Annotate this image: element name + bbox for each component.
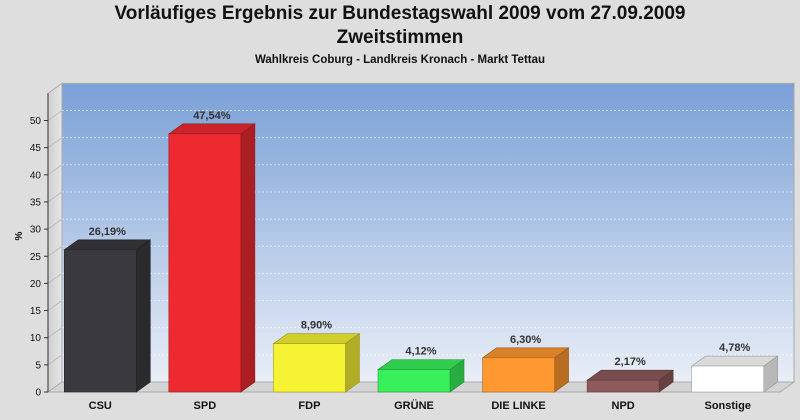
gridline-side <box>47 218 63 230</box>
chart-title-line2: Zweitstimmen <box>336 27 464 48</box>
y-axis: 0 5 10 15 20 25 30 35 40 45 50 <box>30 93 49 399</box>
x-tick-label: DIE LINKE <box>491 400 545 412</box>
gridline-side <box>47 300 63 311</box>
y-tick-label: 50 <box>30 116 42 127</box>
bar-front <box>482 357 555 393</box>
gridline-side <box>47 137 63 149</box>
plot-side-wall <box>47 82 63 393</box>
gridline-side <box>47 327 63 339</box>
x-tick-label: SPD <box>194 400 217 412</box>
y-tick-label: 45 <box>30 143 42 154</box>
bar-top <box>481 347 570 359</box>
x-axis: CSU SPD FDP GRÜNE DIE LINKE NPD Sonstige <box>89 399 751 412</box>
bar-front <box>586 379 660 393</box>
x-tick-label: NPD <box>612 400 635 412</box>
y-tick-label: 35 <box>30 197 42 208</box>
bar-side <box>240 123 256 393</box>
y-tick-label: 0 <box>35 388 41 399</box>
y-tick-label: 10 <box>30 333 42 344</box>
x-tick-label: FDP <box>298 400 320 412</box>
bar-spd <box>167 123 256 393</box>
gridline-side <box>47 272 63 284</box>
x-tick-label: Sonstige <box>704 400 750 412</box>
data-label: 4,12% <box>405 346 436 358</box>
data-label: 8,90% <box>301 320 332 332</box>
gridline-side <box>47 164 63 176</box>
data-label: 4,78% <box>719 342 750 354</box>
gridline-side <box>47 354 63 366</box>
y-tick-label: 30 <box>30 225 42 236</box>
bar-csu <box>63 239 152 393</box>
bar-top <box>377 359 465 370</box>
bar-top <box>272 333 361 344</box>
bar-front <box>691 365 765 393</box>
bar-top <box>63 239 152 251</box>
gridline-side <box>47 110 63 121</box>
y-axis-label: % <box>14 231 25 240</box>
chart-title: Vorläufiges Ergebnis zur Bundestagswahl … <box>114 3 686 24</box>
x-tick-label: CSU <box>89 400 112 412</box>
data-label: 47,54% <box>193 110 231 122</box>
y-tick-label: 5 <box>35 360 41 371</box>
bar-die-linke <box>481 347 570 393</box>
data-label: 2,17% <box>615 356 646 368</box>
bars: 26,19% 47,54% 8,90% 4,12% 6,30% 2,17% 4,78% <box>63 110 779 393</box>
gridline-side <box>47 191 63 203</box>
bar-fdp <box>272 333 361 393</box>
bar-side <box>135 239 151 393</box>
chart-subtitle: Wahlkreis Coburg - Landkreis Kronach - M… <box>254 54 546 66</box>
bar-front <box>273 343 346 393</box>
y-tick-label: 15 <box>30 306 42 317</box>
data-label: 26,19% <box>89 226 127 238</box>
bar-top <box>690 355 779 367</box>
data-label: 6,30% <box>510 334 541 346</box>
bar-front <box>63 249 137 393</box>
y-tick-label: 25 <box>30 252 42 263</box>
bar-front <box>377 369 451 393</box>
bar-npd <box>586 369 675 393</box>
y-tick-label: 40 <box>30 170 42 181</box>
bar-top <box>167 123 256 135</box>
bar-front <box>168 133 242 393</box>
bar-top <box>586 369 675 381</box>
gridline-side <box>47 245 63 257</box>
y-tick-label: 20 <box>30 279 42 290</box>
x-tick-label: GRÜNE <box>394 399 434 412</box>
bar-grüne <box>377 359 465 393</box>
bar-sonstige <box>690 355 779 393</box>
